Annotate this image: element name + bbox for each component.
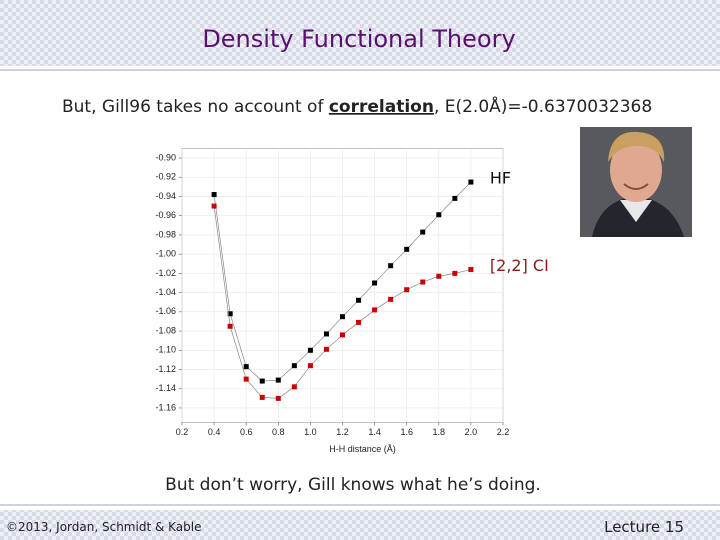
data-point — [291, 384, 297, 390]
data-point — [227, 311, 233, 317]
data-point — [243, 376, 249, 382]
legend-label: [2,2] CI — [490, 256, 549, 275]
photo — [580, 127, 692, 237]
data-point — [275, 395, 281, 401]
y-tick-label: -1.00 — [155, 249, 176, 259]
data-point — [452, 270, 458, 276]
data-point — [259, 378, 265, 384]
y-tick-label: -0.98 — [155, 229, 176, 239]
data-point — [372, 280, 378, 286]
subtitle-emphasis: correlation — [329, 97, 434, 117]
subtitle: But, Gill96 takes no account of correlat… — [62, 95, 652, 117]
x-axis-label: H-H distance (Å) — [329, 444, 396, 454]
y-tick-label: -1.10 — [155, 345, 176, 355]
slide-title: Density Functional Theory — [202, 25, 515, 53]
data-point — [468, 267, 474, 273]
x-tick-label: 1.4 — [368, 427, 381, 437]
data-point — [323, 346, 329, 352]
data-point — [211, 203, 217, 209]
y-tick-label: -0.94 — [155, 191, 176, 201]
y-tick-label: -1.04 — [155, 287, 176, 297]
caption: But don’t worry, Gill knows what he’s do… — [165, 475, 541, 495]
data-point — [307, 347, 313, 353]
data-point — [340, 314, 345, 320]
data-point — [340, 332, 345, 338]
y-tick-label: -0.96 — [155, 210, 176, 220]
y-tick-label: -1.06 — [155, 306, 176, 316]
data-point — [243, 364, 249, 370]
legend-label: HF — [490, 169, 511, 188]
footer-left: ©2013, Jordan, Schmidt & Kable — [6, 520, 201, 534]
x-tick-label: 1.8 — [433, 427, 446, 437]
x-tick-label: 0.6 — [240, 427, 253, 437]
top-band — [0, 0, 720, 66]
data-point — [356, 319, 362, 325]
data-point — [404, 287, 410, 293]
data-point — [420, 229, 426, 235]
bottom-band — [0, 510, 720, 540]
footer-right: Lecture 15 — [604, 518, 684, 536]
top-gap — [0, 66, 720, 76]
data-point — [211, 192, 217, 198]
y-tick-label: -1.12 — [155, 364, 176, 374]
x-tick-label: 1.6 — [400, 427, 413, 437]
y-tick-label: -1.08 — [155, 325, 176, 335]
data-point — [372, 307, 378, 313]
x-tick-label: 0.2 — [176, 427, 189, 437]
data-point — [388, 296, 394, 302]
subtitle-start: But, Gill96 takes no account of — [62, 97, 329, 117]
data-point — [404, 246, 410, 252]
data-point — [259, 394, 265, 400]
data-point — [468, 179, 474, 185]
data-point — [436, 273, 442, 279]
data-point — [227, 323, 233, 329]
data-point — [275, 377, 281, 383]
x-tick-label: 0.4 — [208, 427, 221, 437]
y-tick-label: -1.02 — [155, 268, 176, 278]
x-tick-label: 0.8 — [272, 427, 285, 437]
subtitle-end: , E(2.0Å)=-0.6370032368 — [434, 95, 652, 117]
data-point — [420, 279, 426, 285]
data-point — [291, 363, 297, 369]
y-tick-label: -1.14 — [155, 383, 176, 393]
data-point — [356, 297, 362, 303]
data-point — [388, 263, 394, 269]
y-tick-label: -0.90 — [155, 152, 176, 162]
data-point — [323, 331, 329, 337]
y-tick-label: -1.16 — [155, 402, 176, 412]
data-point — [452, 195, 458, 201]
data-point — [307, 363, 313, 369]
x-tick-label: 2.2 — [497, 427, 510, 437]
x-tick-label: 1.2 — [336, 427, 349, 437]
data-point — [436, 212, 442, 218]
y-tick-label: -0.92 — [155, 172, 176, 182]
x-tick-label: 1.0 — [304, 427, 317, 437]
x-tick-label: 2.0 — [465, 427, 478, 437]
